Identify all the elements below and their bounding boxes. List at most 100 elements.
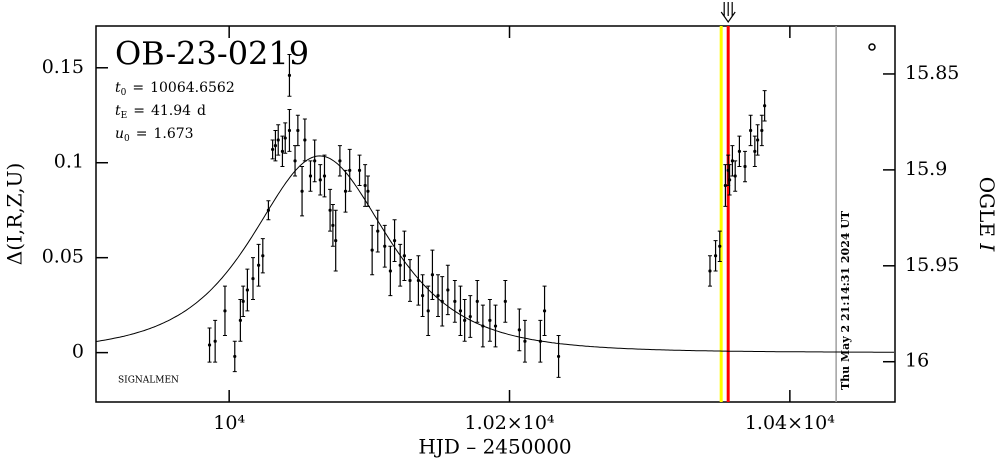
x-tick-label: 1.04×10⁴ <box>745 412 835 434</box>
data-point <box>458 309 463 313</box>
param-name: u <box>115 126 124 142</box>
data-point <box>402 254 406 258</box>
data-point <box>542 309 547 313</box>
param-value: 10064.6562 <box>150 80 235 96</box>
data-point <box>708 269 712 273</box>
error-cap <box>250 257 255 300</box>
data-point <box>287 128 292 133</box>
error-cap <box>273 129 278 162</box>
data-point <box>733 174 737 178</box>
error-cap <box>542 285 547 337</box>
param-value: 1.673 <box>154 126 194 142</box>
error-cap <box>743 150 748 183</box>
data-point <box>376 229 380 233</box>
data-point <box>517 328 521 332</box>
error-cap <box>308 160 313 192</box>
data-point <box>493 324 498 328</box>
data-point <box>753 149 757 153</box>
error-cap <box>707 255 712 287</box>
error-cap <box>752 135 757 168</box>
data-point <box>261 254 265 258</box>
data-point <box>718 244 722 248</box>
data-point <box>398 263 402 267</box>
error-cap <box>503 279 508 323</box>
error-cap <box>347 148 352 192</box>
error-cap <box>375 209 380 253</box>
error-cap <box>266 200 271 221</box>
data-point <box>300 189 304 193</box>
error-cap <box>480 304 485 348</box>
error-cap <box>388 245 393 297</box>
y2-label-text: OGLE <box>976 177 999 244</box>
error-cap <box>318 164 323 196</box>
data-point <box>223 309 227 313</box>
y-tick-label: 0.15 <box>42 56 84 78</box>
param-eq: = <box>136 126 148 142</box>
error-cap <box>475 279 480 323</box>
data-point <box>426 309 430 313</box>
data-point <box>446 288 450 292</box>
arrow <box>720 2 736 24</box>
data-point <box>743 164 747 169</box>
error-cap <box>213 319 218 363</box>
error-cap <box>487 298 492 342</box>
data-point <box>233 354 237 359</box>
data-point <box>468 314 472 319</box>
error-cap <box>407 259 412 302</box>
error-cap <box>232 340 237 373</box>
error-cap <box>238 298 243 342</box>
data-point <box>436 294 440 298</box>
param-value: 41.94 <box>151 103 191 119</box>
data-point <box>348 168 352 172</box>
data-point <box>366 189 370 193</box>
y2-axis-label: OGLE I <box>976 177 999 253</box>
error-cap <box>222 285 227 337</box>
error-cap <box>287 53 292 97</box>
data-point <box>280 149 285 153</box>
data-point <box>503 299 507 303</box>
data-point <box>338 159 342 163</box>
data-point <box>328 208 332 212</box>
y2-tick-label: 15.9 <box>905 158 947 180</box>
data-point <box>245 288 249 292</box>
data-point <box>213 339 217 343</box>
error-cap <box>713 240 718 272</box>
data-point <box>308 174 313 178</box>
error-cap <box>402 230 407 281</box>
error-cap <box>420 274 425 318</box>
param-eq: = <box>132 80 144 96</box>
error-cap <box>287 109 292 152</box>
error-cap <box>493 304 498 348</box>
error-cap <box>445 264 450 316</box>
x-tick-label: 1.02×10⁴ <box>465 412 555 434</box>
marker-label: Thu May 2 21:14:31 2024 UT <box>839 210 852 390</box>
error-cap <box>468 295 473 338</box>
error-cap <box>245 268 250 312</box>
data-point <box>763 104 767 108</box>
error-cap <box>755 124 760 156</box>
error-cap <box>365 175 370 207</box>
data-point <box>440 299 444 303</box>
error-cap <box>762 90 767 122</box>
error-cap <box>733 160 738 192</box>
y-tick-label: 0 <box>72 341 84 363</box>
data-point <box>726 168 730 172</box>
data-point <box>266 208 271 212</box>
data-point <box>737 149 742 153</box>
param-subscript: 0 <box>121 88 127 98</box>
error-cap <box>727 164 732 196</box>
param-name: t <box>115 103 121 119</box>
error-cap <box>556 335 561 378</box>
data-point <box>318 178 322 182</box>
error-cap <box>270 139 275 160</box>
error-cap <box>436 274 441 318</box>
error-cap <box>241 285 246 318</box>
y2-tick-label: 16 <box>905 350 929 372</box>
data-point <box>313 159 317 163</box>
error-cap <box>283 122 288 154</box>
plot-frame <box>95 25 896 403</box>
param-subscript: 0 <box>124 134 130 144</box>
error-cap <box>759 114 764 147</box>
data-point <box>283 136 287 140</box>
